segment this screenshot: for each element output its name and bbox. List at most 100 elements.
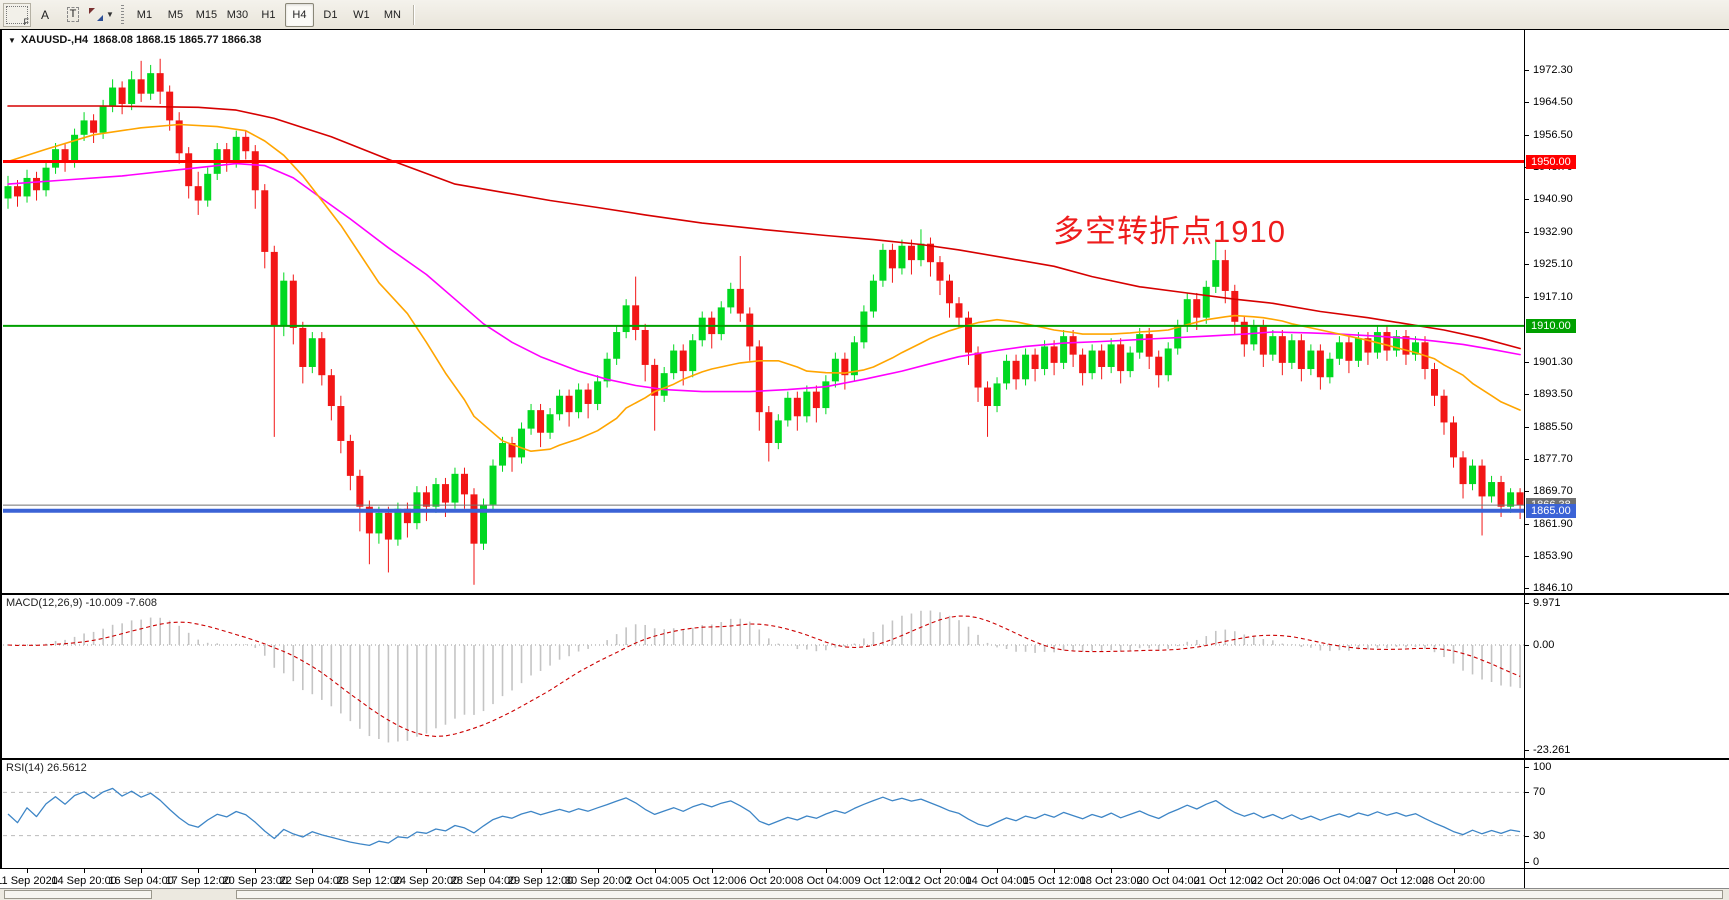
candle-body bbox=[575, 389, 583, 413]
time-axis-label: 29 Sep 12:00 bbox=[507, 875, 574, 887]
candle-body bbox=[99, 106, 107, 133]
candle-body bbox=[489, 465, 497, 505]
time-axis-label: 28 Oct 20:00 bbox=[1422, 875, 1486, 887]
candle-body bbox=[1221, 260, 1229, 291]
candle-body bbox=[1516, 492, 1524, 506]
candle-body bbox=[137, 79, 145, 94]
candle-body bbox=[1031, 354, 1039, 370]
candle-body bbox=[166, 91, 174, 121]
grid-icon bbox=[6, 5, 28, 24]
time-axis-label: 18 Oct 23:00 bbox=[1079, 875, 1143, 887]
candle-body bbox=[1307, 350, 1315, 370]
candle-body bbox=[1079, 354, 1087, 374]
time-axis-label: 26 Oct 04:00 bbox=[1307, 875, 1371, 887]
main-chart-panel[interactable] bbox=[3, 30, 1524, 593]
candle-body bbox=[1469, 465, 1477, 485]
timeframe-m5[interactable]: M5 bbox=[167, 8, 184, 21]
candle-body bbox=[1288, 340, 1296, 363]
time-axis-label: 21 Oct 12:00 bbox=[1193, 875, 1257, 887]
candle-body bbox=[204, 173, 212, 201]
timeframe-m15[interactable]: M15 bbox=[195, 8, 218, 21]
candle-body bbox=[470, 494, 478, 544]
candle-body bbox=[1164, 348, 1172, 376]
candle-body bbox=[432, 484, 440, 507]
chart-title: ▼ XAUUSD-,H4 1868.08 1868.15 1865.77 186… bbox=[8, 34, 261, 46]
candle-body bbox=[641, 329, 649, 365]
status-bar-cell[interactable] bbox=[4, 890, 152, 899]
axis-tick-mark bbox=[1525, 69, 1529, 71]
candle-body bbox=[242, 136, 250, 152]
candle-body bbox=[556, 395, 564, 415]
candle-body bbox=[765, 412, 773, 444]
timeframe-w1[interactable]: W1 bbox=[353, 8, 370, 21]
time-axis-label: 2 Oct 04:00 bbox=[626, 875, 684, 887]
candle-body bbox=[1335, 342, 1343, 359]
candle-body bbox=[42, 167, 50, 191]
grid-f-button[interactable]: F bbox=[3, 2, 31, 27]
candle-body bbox=[270, 251, 278, 326]
time-tick-mark bbox=[1339, 869, 1341, 873]
timeframe-h1[interactable]: H1 bbox=[261, 8, 276, 21]
time-axis-label: 23 Sep 12:00 bbox=[336, 875, 403, 887]
candle-body bbox=[223, 149, 231, 162]
time-axis-label: 22 Oct 20:00 bbox=[1250, 875, 1314, 887]
panel-divider[interactable] bbox=[0, 593, 1729, 595]
candle-body bbox=[1050, 346, 1058, 363]
candle-body bbox=[917, 243, 925, 261]
axis-tick-mark bbox=[1525, 393, 1529, 395]
candle-body bbox=[1316, 350, 1324, 378]
time-tick-mark bbox=[1453, 869, 1455, 873]
timeframe-m1[interactable]: M1 bbox=[136, 8, 153, 21]
candle-body bbox=[147, 73, 155, 94]
candle-body bbox=[1497, 482, 1505, 507]
candle-body bbox=[1364, 338, 1372, 353]
candle-body bbox=[1459, 457, 1467, 485]
candle-body bbox=[1278, 336, 1286, 363]
axis-tick-mark bbox=[1525, 603, 1529, 604]
panel-divider[interactable] bbox=[0, 758, 1729, 760]
candle-body bbox=[527, 410, 535, 429]
price-tick-label: 1869.70 bbox=[1533, 485, 1573, 498]
time-axis-label: 28 Sep 04:00 bbox=[450, 875, 517, 887]
candle-body bbox=[1488, 482, 1496, 497]
candle-body bbox=[1088, 350, 1096, 374]
candle-body bbox=[1202, 286, 1210, 318]
candle-body bbox=[365, 506, 373, 534]
candle-body bbox=[1069, 336, 1077, 355]
candle-body bbox=[822, 381, 830, 409]
arrows-tool-button[interactable]: ▼ bbox=[88, 3, 115, 27]
candle-body bbox=[926, 243, 934, 263]
candle-body bbox=[346, 440, 354, 476]
text-label-button[interactable]: A bbox=[40, 7, 49, 22]
candle-body bbox=[1231, 290, 1239, 322]
candle-body bbox=[1041, 346, 1049, 370]
candle-body bbox=[1183, 299, 1191, 326]
timeframe-h4[interactable]: H4 bbox=[284, 2, 314, 27]
time-tick-mark bbox=[1111, 869, 1113, 873]
macd-panel[interactable] bbox=[3, 595, 1524, 758]
timeframe-d1[interactable]: D1 bbox=[323, 8, 338, 21]
candle-body bbox=[1155, 356, 1163, 376]
text-box-button[interactable]: T bbox=[60, 3, 86, 27]
ma-fast-orange-line bbox=[7, 123, 1521, 453]
price-tick-label: 1932.90 bbox=[1533, 225, 1573, 238]
axis-tick-mark bbox=[1525, 296, 1529, 298]
indicator-tick-label: -23.261 bbox=[1533, 744, 1571, 756]
time-axis-label: 12 Oct 20:00 bbox=[908, 875, 972, 887]
time-axis-label: 17 Sep 12:00 bbox=[165, 875, 231, 887]
candle-body bbox=[280, 280, 288, 326]
timeframe-mn[interactable]: MN bbox=[383, 8, 401, 21]
chart-annotation-text[interactable]: 多空转折点1910 bbox=[1053, 214, 1286, 249]
candle-body bbox=[194, 186, 202, 201]
timeframe-m30[interactable]: M30 bbox=[226, 8, 249, 21]
time-tick-mark bbox=[597, 869, 599, 873]
time-axis-label: 14 Oct 04:00 bbox=[965, 875, 1029, 887]
rsi-panel[interactable] bbox=[3, 760, 1524, 868]
chart-dropdown-icon[interactable]: ▼ bbox=[8, 35, 16, 45]
indicator-tick-label: 0 bbox=[1533, 856, 1540, 868]
candle-body bbox=[451, 473, 459, 503]
candle-body bbox=[14, 186, 22, 197]
candle-body bbox=[1022, 354, 1030, 380]
candle-body bbox=[537, 410, 545, 433]
status-bar-cell[interactable] bbox=[236, 890, 1723, 899]
